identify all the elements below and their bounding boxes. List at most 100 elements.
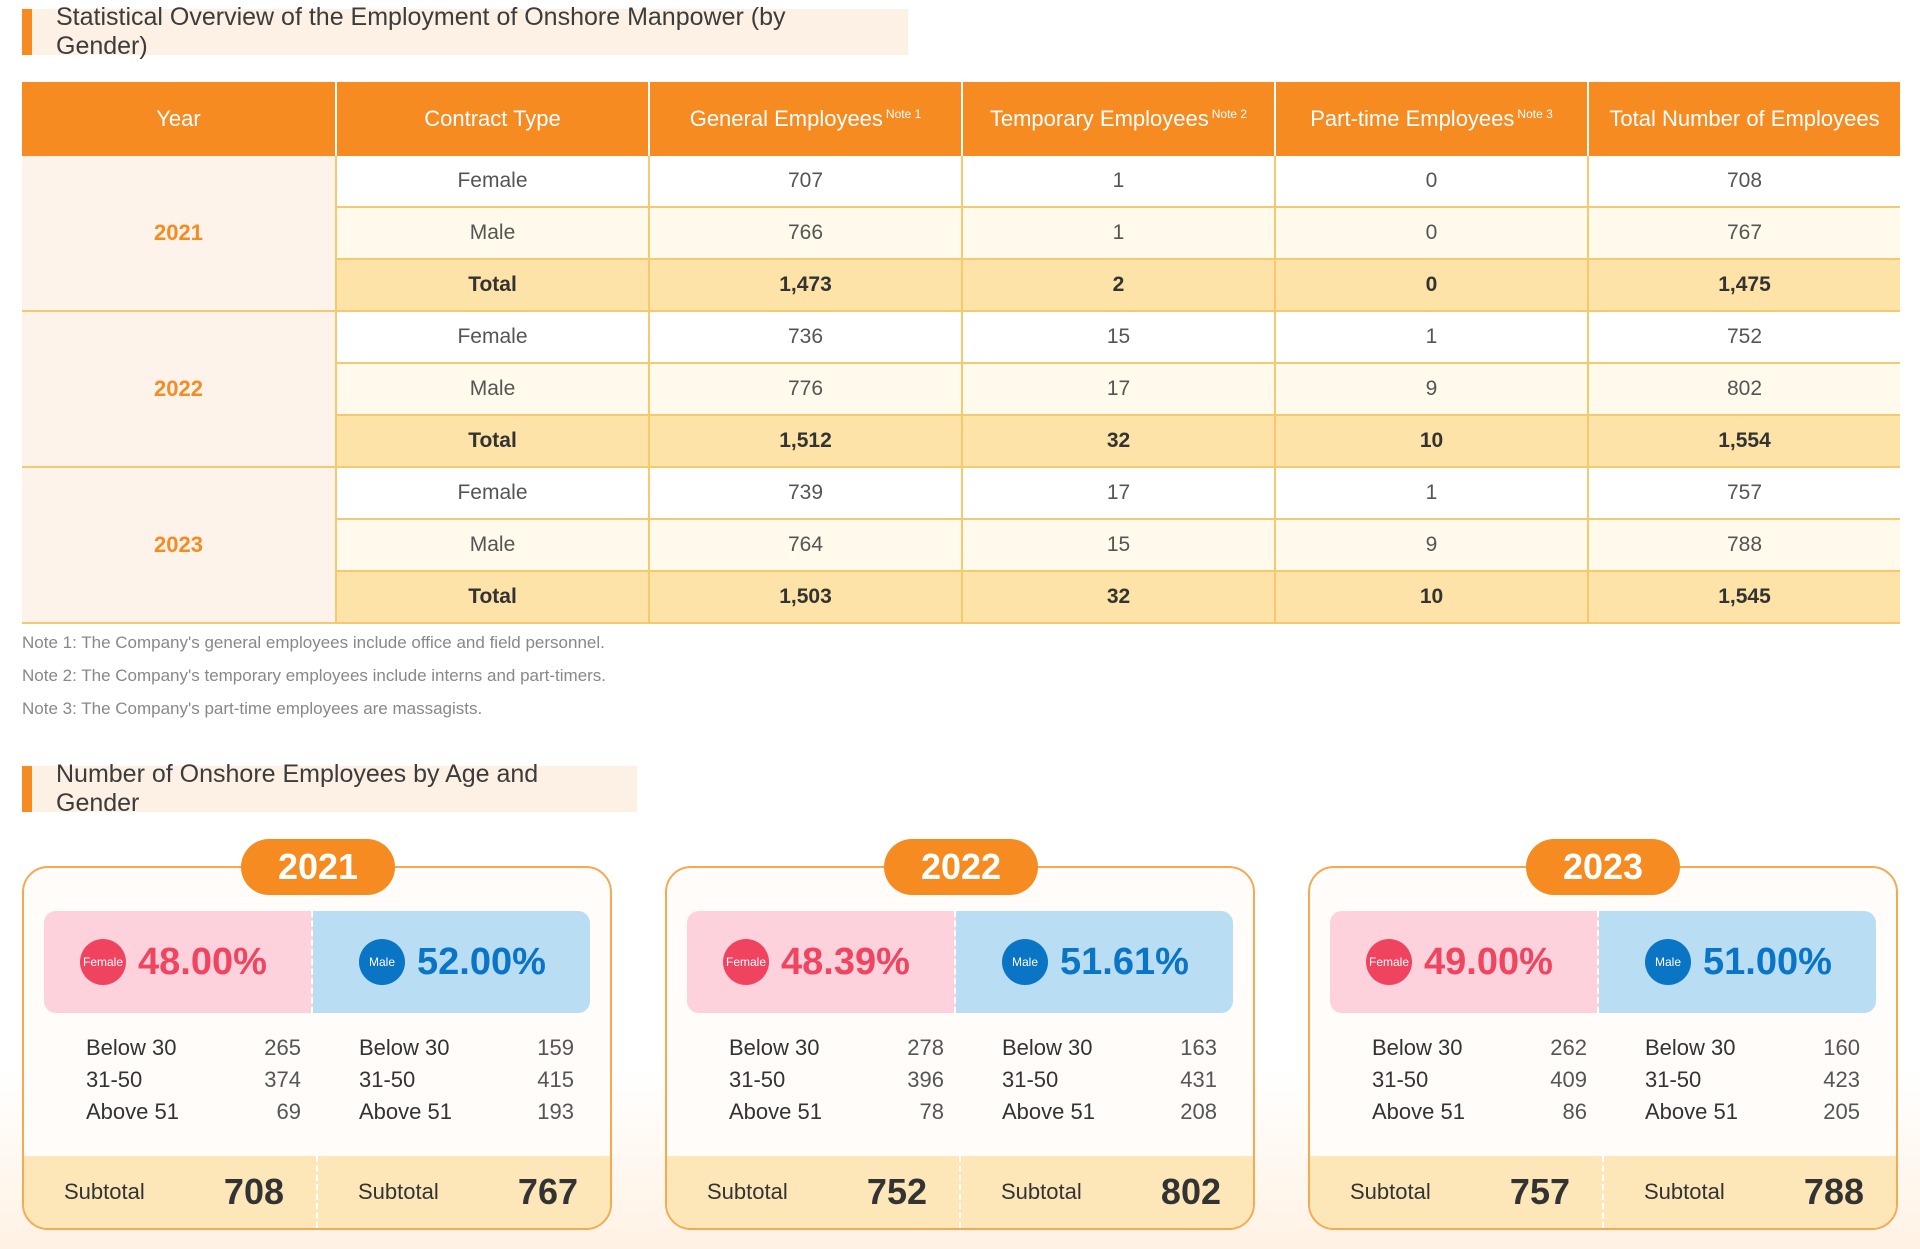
male-subtotal: Subtotal 802 <box>1001 1171 1221 1212</box>
temporary-cell: 1 <box>961 156 1275 208</box>
contract-type-cell: Female <box>335 156 649 208</box>
temporary-cell: 17 <box>961 363 1275 416</box>
total-cell: 1,545 <box>1587 571 1900 624</box>
female-age-list: Below 30 278 31-50 396 Above 51 78 <box>687 1032 960 1128</box>
total-cell: 1,475 <box>1587 259 1900 312</box>
gender-percent-bands: Female 48.00% Male 52.00% <box>44 911 590 1013</box>
age-row: Below 30 265 <box>86 1035 301 1060</box>
female-percent: 48.39% <box>781 940 910 983</box>
total-cell: 752 <box>1587 311 1900 364</box>
male-percent: 51.00% <box>1703 940 1832 983</box>
table-row: 2023 Female 739 17 1 757 <box>22 467 1900 624</box>
female-band: Female 48.39% <box>687 911 956 1013</box>
age-row: 31-50 415 <box>359 1067 574 1092</box>
parttime-cell: 9 <box>1274 363 1588 416</box>
subtotal-bar: Subtotal 708 Subtotal 767 <box>24 1156 610 1228</box>
header-parttime-employees: Part-time Employees Note 3 <box>1274 82 1588 156</box>
general-cell: 1,512 <box>648 415 962 468</box>
subtotal-bar: Subtotal 757 Subtotal 788 <box>1310 1156 1896 1228</box>
year-cell: 2023 <box>22 467 336 624</box>
male-band: Male 51.00% <box>1599 911 1876 1013</box>
age-breakdown: Below 30 265 31-50 374 Above 51 69 Below 30… <box>44 1032 590 1128</box>
male-subtotal: Subtotal 788 <box>1644 1171 1864 1212</box>
male-badge-icon: Male <box>1002 939 1048 985</box>
male-badge-icon: Male <box>1645 939 1691 985</box>
age-gender-card: Female 48.00% Male 52.00% Below 30 265 31… <box>22 866 612 1230</box>
female-band: Female 49.00% <box>1330 911 1599 1013</box>
header-year: Year <box>22 82 336 156</box>
card-year-pill: 2021 <box>241 839 395 895</box>
parttime-cell: 10 <box>1274 415 1588 468</box>
parttime-cell: 0 <box>1274 207 1588 260</box>
contract-type-cell: Female <box>335 311 649 364</box>
footnote-1: Note 1: The Company's general employees … <box>22 633 605 652</box>
table-row: Male 766 1 0 767 <box>22 207 1900 260</box>
gender-percent-bands: Female 48.39% Male 51.61% <box>687 911 1233 1013</box>
temporary-cell: 32 <box>961 571 1275 624</box>
age-breakdown: Below 30 262 31-50 409 Above 51 86 Below 30… <box>1330 1032 1876 1128</box>
age-gender-card: Female 49.00% Male 51.00% Below 30 262 31… <box>1308 866 1898 1230</box>
header-total-employees: Total Number of Employees <box>1587 82 1900 156</box>
total-cell: 1,554 <box>1587 415 1900 468</box>
age-row: 31-50 423 <box>1645 1067 1860 1092</box>
age-row: Below 30 278 <box>729 1035 944 1060</box>
female-age-list: Below 30 262 31-50 409 Above 51 86 <box>1330 1032 1603 1128</box>
parttime-cell: 1 <box>1274 311 1588 364</box>
age-row: Below 30 160 <box>1645 1035 1860 1060</box>
contract-type-cell: Total <box>335 571 649 624</box>
male-percent: 52.00% <box>417 940 546 983</box>
temporary-cell: 15 <box>961 311 1275 364</box>
note-ref: Note 3 <box>1517 107 1553 121</box>
male-subtotal: Subtotal 767 <box>358 1171 578 1212</box>
table-header-row: Year Contract Type General Employees Note… <box>22 82 1900 156</box>
general-cell: 707 <box>648 156 962 208</box>
table-row-total: Total 1,512 32 10 1,554 <box>22 415 1900 468</box>
table-row: Male 776 17 9 802 <box>22 363 1900 416</box>
header-contract-type: Contract Type <box>335 82 649 156</box>
general-cell: 1,503 <box>648 571 962 624</box>
female-percent: 49.00% <box>1424 940 1553 983</box>
general-cell: 776 <box>648 363 962 416</box>
footnote-2: Note 2: The Company's temporary employee… <box>22 666 607 685</box>
temporary-cell: 17 <box>961 467 1275 520</box>
age-row: Below 30 163 <box>1002 1035 1217 1060</box>
female-subtotal: Subtotal 752 <box>667 1156 961 1228</box>
age-row: Below 30 262 <box>1372 1035 1587 1060</box>
male-badge-icon: Male <box>359 939 405 985</box>
table-row: 2021 Female 707 1 0 708 <box>22 156 1900 312</box>
footnote-3: Note 3: The Company's part-time employee… <box>22 699 483 718</box>
general-cell: 764 <box>648 519 962 572</box>
header-general-employees: General Employees Note 1 <box>648 82 962 156</box>
contract-type-cell: Total <box>335 259 649 312</box>
total-cell: 802 <box>1587 363 1900 416</box>
general-cell: 739 <box>648 467 962 520</box>
age-row: 31-50 374 <box>86 1067 301 1092</box>
total-cell: 767 <box>1587 207 1900 260</box>
age-row: Above 51 69 <box>86 1099 301 1124</box>
employment-table: Year Contract Type General Employees Note… <box>22 82 1900 624</box>
header-temporary-employees: Temporary Employees Note 2 <box>961 82 1275 156</box>
temporary-cell: 32 <box>961 415 1275 468</box>
general-cell: 736 <box>648 311 962 364</box>
parttime-cell: 9 <box>1274 519 1588 572</box>
age-row: Above 51 208 <box>1002 1099 1217 1124</box>
subtotal-bar: Subtotal 752 Subtotal 802 <box>667 1156 1253 1228</box>
parttime-cell: 0 <box>1274 259 1588 312</box>
table-row-total: Total 1,473 2 0 1,475 <box>22 259 1900 312</box>
age-row: Above 51 78 <box>729 1099 944 1124</box>
age-row: Above 51 86 <box>1372 1099 1587 1124</box>
section-title-employment: Statistical Overview of the Employment o… <box>22 3 908 60</box>
female-subtotal: Subtotal 757 <box>1310 1156 1604 1228</box>
age-row: Above 51 205 <box>1645 1099 1860 1124</box>
total-cell: 708 <box>1587 156 1900 208</box>
male-percent: 51.61% <box>1060 940 1189 983</box>
year-cell: 2021 <box>22 156 336 312</box>
female-subtotal: Subtotal 708 <box>24 1156 318 1228</box>
general-cell: 1,473 <box>648 259 962 312</box>
card-year-pill: 2022 <box>884 839 1038 895</box>
year-cell: 2022 <box>22 311 336 468</box>
age-breakdown: Below 30 278 31-50 396 Above 51 78 Below 30… <box>687 1032 1233 1128</box>
age-gender-card: Female 48.39% Male 51.61% Below 30 278 31… <box>665 866 1255 1230</box>
contract-type-cell: Male <box>335 207 649 260</box>
male-age-list: Below 30 163 31-50 431 Above 51 208 <box>960 1032 1233 1128</box>
